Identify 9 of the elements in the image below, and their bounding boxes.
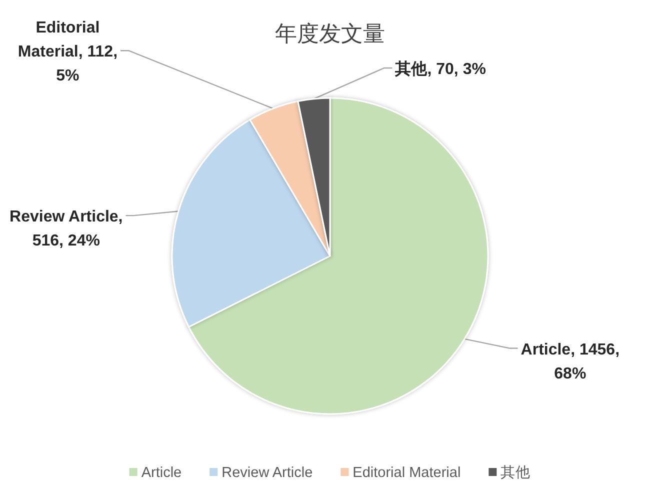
chart-title: 年度发文量 — [275, 21, 385, 46]
legend-label: Review Article — [222, 465, 313, 481]
legend-label: 其他 — [500, 464, 531, 481]
data-label: Review Article, 516, 24% — [10, 208, 123, 250]
legend-label: Article — [141, 465, 182, 481]
data-label: Article, 1456, 68% — [520, 341, 620, 382]
data-label: Editorial Material, 112, 5% — [18, 20, 118, 85]
legend-label: Editorial Material — [352, 465, 461, 481]
data-label: 其他, 70, 3% — [394, 60, 486, 78]
